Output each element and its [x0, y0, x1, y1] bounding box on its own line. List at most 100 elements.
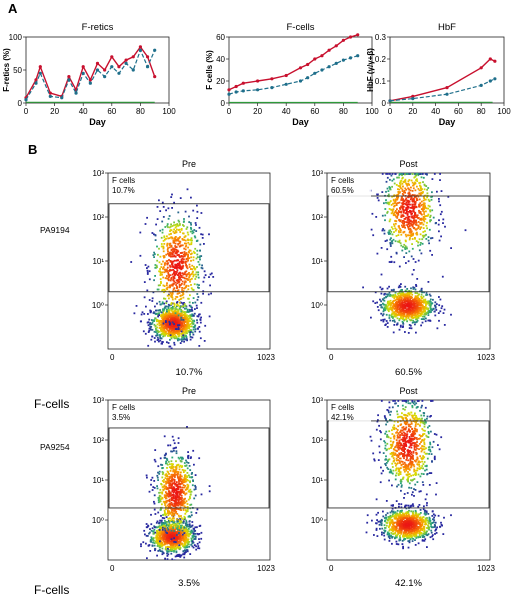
series-line-1	[389, 58, 496, 102]
x-tick-label: 0	[329, 353, 334, 362]
y-tick-label: 10¹	[311, 257, 323, 266]
x-tick-label: 0	[110, 564, 115, 573]
data-point	[138, 48, 142, 52]
x-axis-label: Day	[292, 117, 309, 127]
x-tick-label: 1023	[257, 564, 275, 573]
y-tick-label: 10²	[311, 213, 323, 222]
x-tick-label: 0	[110, 353, 115, 362]
data-point	[95, 68, 100, 72]
gate-label-bg	[110, 402, 152, 424]
data-point	[256, 79, 260, 83]
x-tick-label: 60	[454, 107, 463, 116]
y-tick-label: 10³	[311, 396, 323, 405]
data-point	[270, 86, 274, 90]
gate-label: F cells	[331, 403, 354, 412]
data-point	[479, 66, 483, 70]
data-point	[60, 96, 64, 100]
data-point	[74, 91, 78, 95]
data-point	[320, 68, 324, 72]
y-tick-label: 50	[13, 66, 22, 75]
gate-box	[327, 420, 490, 509]
panel-label-a: A	[8, 1, 18, 16]
plot-title: Pre	[182, 159, 196, 169]
data-point	[313, 57, 317, 61]
x-tick-label: 20	[408, 107, 417, 116]
data-point	[227, 88, 231, 92]
plot-frame	[389, 36, 505, 104]
data-point	[81, 71, 85, 75]
sample-label: PA9194	[40, 225, 70, 235]
data-point	[445, 86, 449, 90]
data-point	[234, 84, 238, 89]
chart-title: F-cells	[287, 22, 315, 33]
chart-title: F-retics	[82, 22, 114, 33]
percent-below: 10.7%	[176, 367, 203, 378]
data-point	[227, 92, 231, 96]
data-point	[334, 61, 338, 65]
y-tick-label: 10³	[311, 169, 323, 178]
y-axis-label: HbF (γ/γ+β)	[366, 48, 375, 92]
data-point	[103, 75, 107, 79]
data-point	[256, 88, 260, 92]
x-tick-label: 60	[310, 107, 319, 116]
gate-percent: 42.1%	[331, 413, 354, 422]
x-tick-label: 1023	[477, 564, 495, 573]
plot-frame	[228, 36, 373, 104]
y-tick-label: 10⁰	[311, 516, 323, 525]
data-point	[488, 57, 492, 61]
y-tick-label: 10²	[311, 436, 323, 445]
y-tick-label: 60	[216, 33, 225, 42]
data-point	[306, 62, 310, 67]
data-point	[488, 79, 492, 83]
data-point	[445, 92, 449, 96]
data-point	[38, 65, 42, 69]
data-point	[241, 89, 245, 93]
data-point	[493, 59, 497, 63]
y-tick-label: 0.3	[375, 33, 387, 42]
data-point	[67, 78, 71, 82]
data-point	[306, 76, 310, 80]
data-point	[34, 81, 38, 85]
data-point	[341, 38, 345, 42]
y-tick-label: 10²	[92, 436, 104, 445]
x-tick-label: 20	[253, 107, 262, 116]
gate-box	[108, 203, 270, 293]
data-point	[110, 65, 114, 69]
data-point	[388, 99, 392, 103]
data-point	[145, 55, 150, 59]
data-point	[284, 82, 288, 86]
data-point	[327, 48, 331, 52]
data-point	[117, 71, 121, 75]
data-point	[320, 54, 324, 58]
gate-percent: 60.5%	[331, 186, 354, 195]
data-point	[493, 77, 497, 81]
plot-title: Post	[399, 386, 418, 396]
y-tick-label: 40	[216, 55, 225, 64]
gate-percent: 3.5%	[112, 413, 130, 422]
data-point	[356, 33, 360, 37]
gate-percent: 10.7%	[112, 186, 135, 195]
gate-box	[327, 195, 490, 293]
y-tick-label: 0.2	[375, 55, 387, 64]
x-tick-label: 100	[497, 107, 511, 116]
data-point	[67, 75, 71, 79]
data-point	[348, 35, 353, 39]
line-chart-2: F-cells Day F cells (%) 0 20 40 60 80 100 0 20 40 60	[205, 22, 379, 127]
x-tick-label: 100	[162, 107, 176, 116]
y-tick-label: 10³	[92, 169, 104, 178]
data-point	[110, 55, 114, 59]
row-axis-label-2: F-cells	[34, 583, 69, 597]
data-point	[88, 78, 92, 82]
data-point	[234, 90, 238, 94]
gate-label: F cells	[112, 176, 135, 185]
y-tick-label: 0.1	[375, 77, 387, 86]
data-point	[153, 75, 157, 79]
data-point	[117, 65, 121, 69]
gate-label-bg	[329, 402, 371, 424]
y-tick-label: 0	[382, 99, 387, 108]
data-point	[48, 94, 52, 98]
